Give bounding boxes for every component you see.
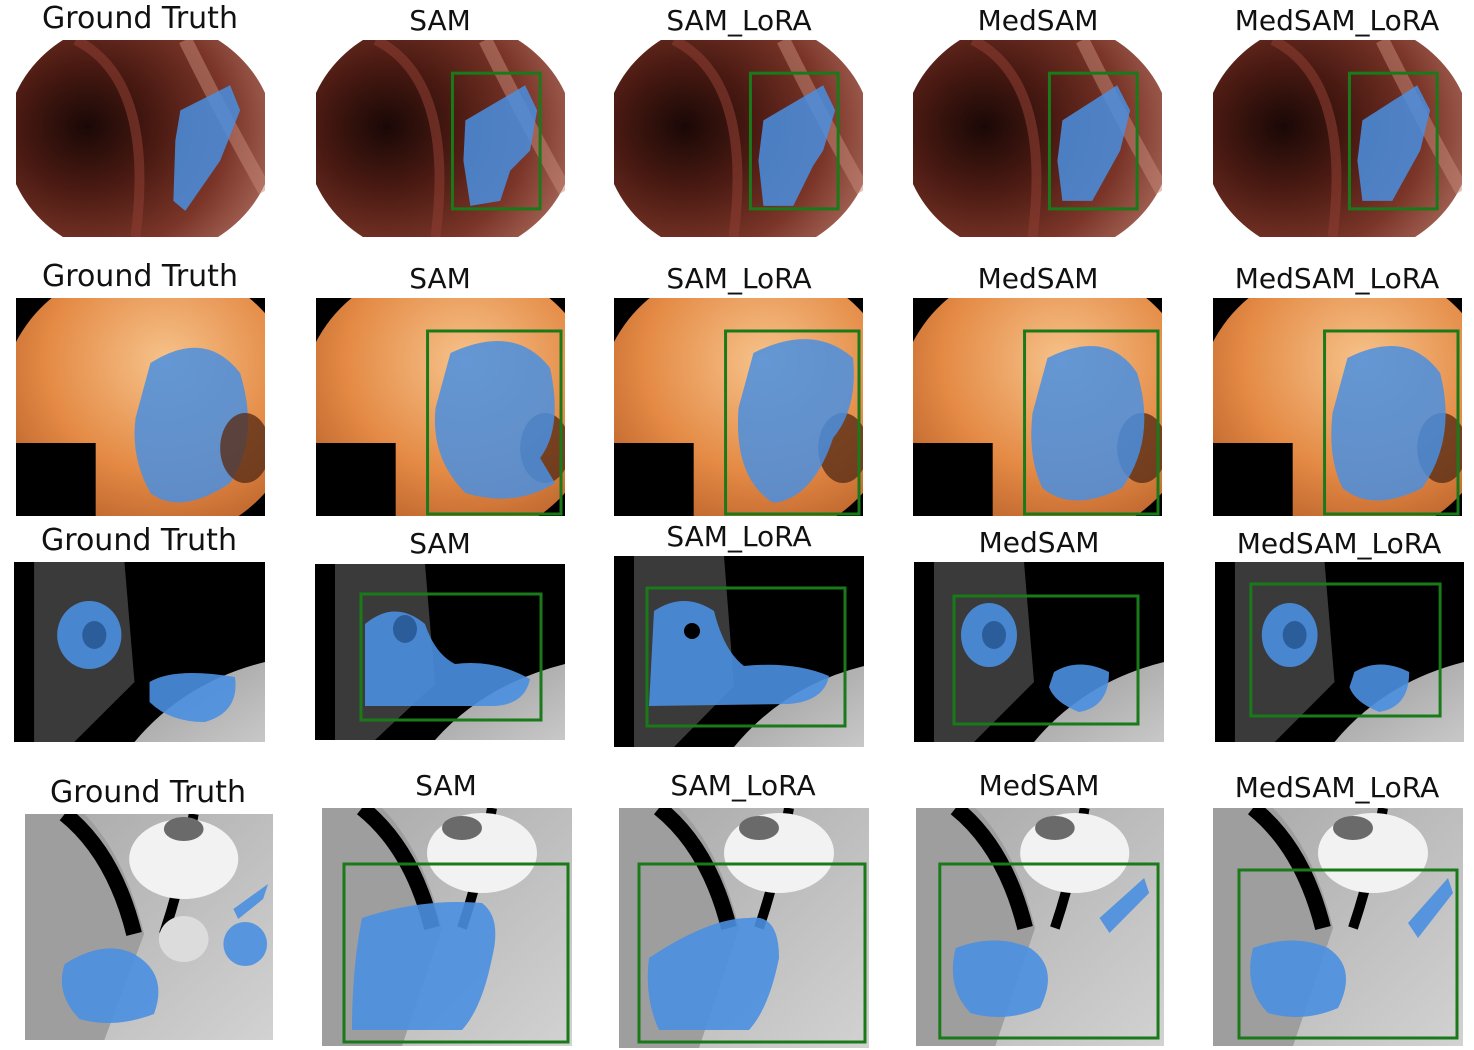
mask (223, 922, 268, 966)
mask (149, 673, 236, 722)
mask (1099, 878, 1150, 933)
image-sam (322, 808, 572, 1046)
title-ground-truth: Ground Truth (42, 259, 238, 294)
bounding-box (1323, 329, 1460, 516)
mask (1408, 878, 1453, 938)
image-medsam-lora (1213, 40, 1462, 237)
mask (463, 85, 538, 206)
bounding-box (938, 862, 1160, 1040)
mask (1349, 664, 1410, 712)
bounding-box (1023, 329, 1160, 516)
image-ground-truth (16, 40, 265, 237)
bounding-box (359, 592, 543, 722)
image-medsam (913, 298, 1162, 516)
mask (737, 339, 854, 503)
title-sam-lora: SAM_LoRA (670, 769, 816, 802)
bounding-box (637, 862, 867, 1044)
title-medsam: MedSAM (978, 769, 1100, 802)
title-ground-truth: Ground Truth (42, 1, 238, 36)
image-medsam-lora (1213, 298, 1462, 516)
mask (134, 347, 249, 503)
bounding-box (342, 862, 570, 1044)
mask (758, 85, 836, 206)
title-medsam-lora: MedSAM_LoRA (1236, 527, 1442, 560)
bounding-box (645, 586, 847, 728)
mask (352, 902, 496, 1030)
title-sam-lora: SAM_LoRA (666, 520, 812, 553)
title-ground-truth: Ground Truth (50, 775, 246, 810)
mask (233, 884, 269, 919)
title-ground-truth: Ground Truth (41, 523, 237, 558)
mask (1049, 664, 1109, 712)
title-sam-lora: SAM_LoRA (666, 4, 812, 37)
image-ground-truth (25, 814, 273, 1040)
title-medsam: MedSAM (978, 526, 1100, 559)
bounding-box (1237, 868, 1459, 1040)
bounding-box (724, 329, 861, 516)
title-sam: SAM (409, 527, 471, 560)
mask (1031, 346, 1145, 501)
bounding-box (450, 71, 542, 211)
title-sam: SAM (409, 4, 471, 37)
mask (952, 940, 1048, 1017)
bounding-box (952, 594, 1140, 726)
image-sam (316, 298, 565, 516)
mask (1357, 85, 1431, 201)
image-sam-lora (614, 40, 863, 237)
image-medsam-lora (1213, 808, 1463, 1046)
mask (647, 917, 779, 1030)
bounding-box (1347, 71, 1439, 211)
mask (1331, 346, 1446, 501)
image-medsam (914, 562, 1164, 742)
title-sam: SAM (415, 769, 477, 802)
mask (434, 341, 556, 499)
image-sam (315, 564, 565, 740)
bounding-box (1047, 71, 1139, 211)
title-medsam-lora: MedSAM_LoRA (1234, 771, 1440, 804)
image-ground-truth (16, 298, 265, 516)
image-sam-lora (619, 808, 869, 1048)
image-medsam-lora (1215, 562, 1464, 742)
title-medsam: MedSAM (977, 4, 1099, 37)
mask (1250, 940, 1346, 1017)
image-sam-lora (614, 556, 864, 747)
mask (1057, 85, 1131, 201)
mask (173, 85, 241, 211)
image-sam (316, 40, 565, 237)
bounding-box (1249, 582, 1442, 718)
title-sam: SAM (409, 262, 471, 295)
bounding-box (426, 329, 563, 516)
mask (61, 948, 159, 1023)
bounding-box (748, 71, 840, 211)
title-sam-lora: SAM_LoRA (666, 262, 812, 295)
image-medsam (913, 40, 1162, 237)
title-medsam: MedSAM (977, 262, 1099, 295)
image-sam-lora (614, 298, 863, 516)
image-ground-truth (14, 562, 265, 742)
title-medsam-lora: MedSAM_LoRA (1234, 4, 1440, 37)
title-medsam-lora: MedSAM_LoRA (1234, 262, 1440, 295)
image-medsam (916, 808, 1164, 1046)
